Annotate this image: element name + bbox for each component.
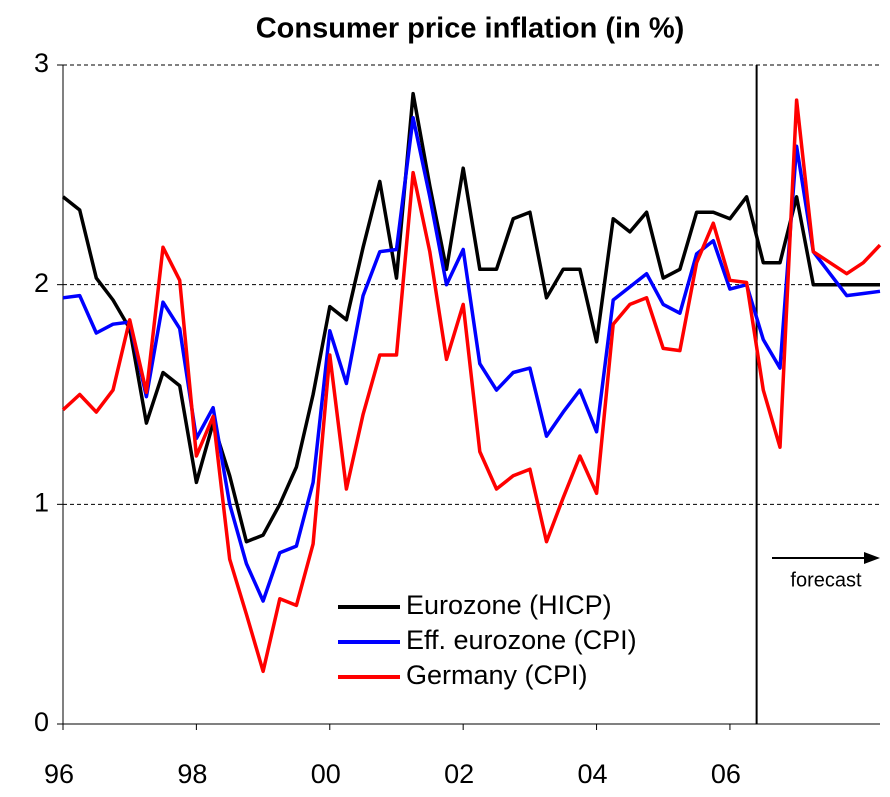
y-tick-label: 0 (34, 707, 49, 737)
series-line (61, 98, 882, 674)
y-tick-label: 2 (34, 268, 49, 298)
x-tick-label: 00 (311, 759, 341, 789)
series-line (61, 91, 880, 544)
forecast-label: forecast (790, 569, 862, 591)
legend-label: Germany (CPI) (406, 660, 588, 690)
forecast-arrowhead (864, 552, 880, 564)
legend-label: Eff. eurozone (CPI) (406, 625, 637, 655)
x-tick-label: 02 (444, 759, 474, 789)
x-tick-label: 06 (711, 759, 741, 789)
chart-title: Consumer price inflation (in %) (256, 13, 685, 45)
x-tick-label: 04 (578, 759, 608, 789)
legend-label: Eurozone (HICP) (406, 590, 612, 620)
x-tick-label: 96 (44, 759, 74, 789)
y-tick-label: 1 (34, 487, 49, 517)
series-line (62, 115, 881, 603)
y-tick-label: 3 (34, 48, 49, 78)
x-tick-label: 98 (177, 759, 207, 789)
